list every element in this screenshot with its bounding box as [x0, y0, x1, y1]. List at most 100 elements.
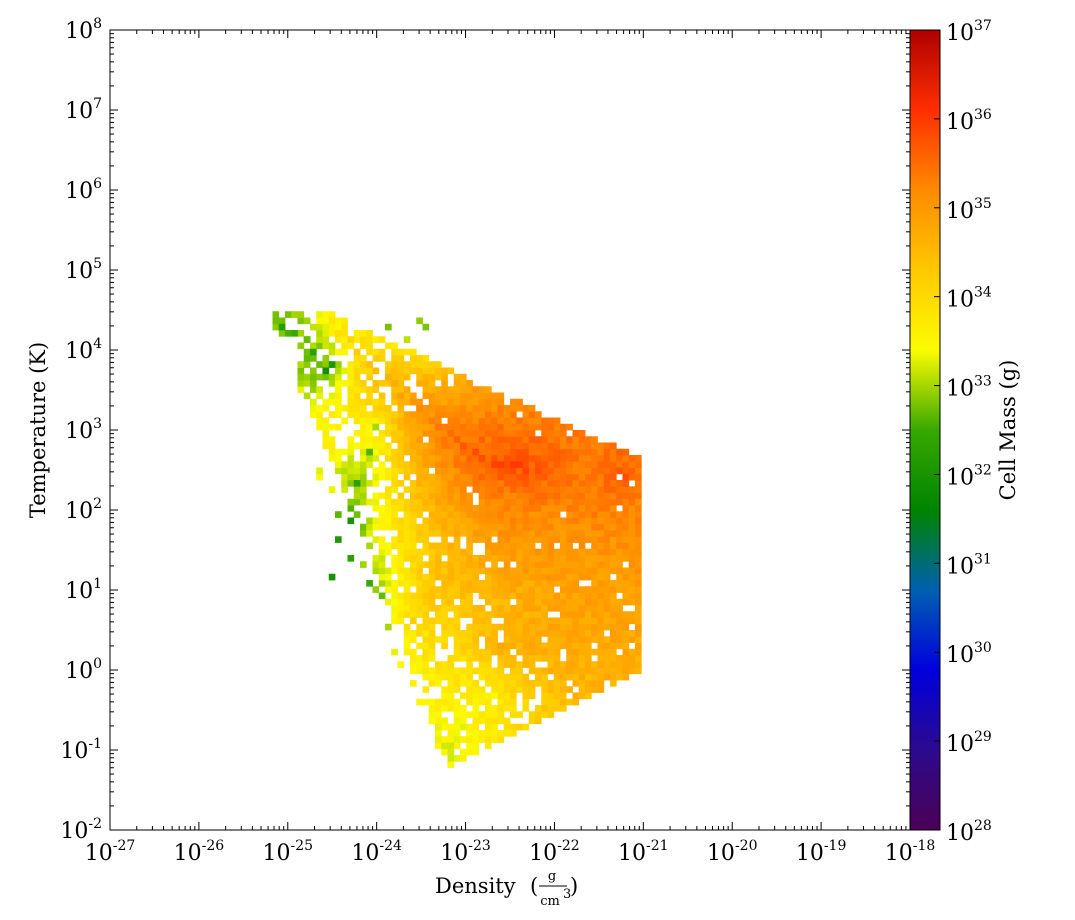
heatmap-cell	[428, 680, 436, 687]
heatmap-cell	[460, 717, 467, 725]
heatmap-cell	[328, 361, 336, 368]
heatmap-cell	[435, 405, 442, 412]
heatmap-cell	[572, 680, 580, 687]
heatmap-cell	[472, 530, 480, 537]
heatmap-cell	[597, 455, 605, 462]
heatmap-cell	[610, 598, 617, 606]
colorbar-label: Cell Mass (g)	[996, 360, 1020, 501]
heatmap-cell	[578, 536, 586, 543]
heatmap-cell	[572, 592, 580, 600]
heatmap-cell	[353, 398, 361, 406]
colorbar-tick-label: 1034	[946, 285, 992, 313]
heatmap-cell	[441, 642, 448, 650]
heatmap-cell	[616, 642, 623, 650]
heatmap-cell	[560, 692, 567, 700]
heatmap-cell	[560, 661, 567, 668]
heatmap-cell	[547, 467, 555, 475]
heatmap-cell	[322, 323, 330, 331]
heatmap-cell	[347, 386, 355, 393]
heatmap-cell	[591, 517, 598, 525]
heatmap-cell	[453, 667, 461, 675]
heatmap-cell	[316, 330, 323, 337]
heatmap-cell	[397, 461, 405, 468]
heatmap-cell	[491, 580, 498, 587]
heatmap-cell	[397, 392, 405, 400]
heatmap-cell	[553, 661, 561, 668]
heatmap-cell	[572, 598, 580, 606]
heatmap-cell	[622, 523, 630, 531]
heatmap-cell	[585, 598, 592, 606]
heatmap-cell	[416, 623, 423, 631]
heatmap-cell	[622, 580, 630, 587]
heatmap-cell	[472, 686, 480, 693]
heatmap-cell	[572, 480, 580, 487]
heatmap-cell	[416, 423, 423, 431]
heatmap-cell	[428, 417, 436, 425]
heatmap-cell	[541, 473, 548, 481]
heatmap-cell	[485, 736, 492, 743]
heatmap-cell	[597, 655, 605, 662]
heatmap-cell	[522, 573, 530, 581]
heatmap-cell	[610, 648, 617, 656]
heatmap-cell	[322, 442, 330, 450]
heatmap-cell	[460, 392, 467, 400]
heatmap-cell	[335, 405, 342, 412]
heatmap-cell	[372, 467, 380, 475]
heatmap-cell	[603, 542, 611, 550]
heatmap-cell	[347, 455, 355, 462]
heatmap-cell	[447, 567, 455, 575]
heatmap-cell	[497, 642, 505, 650]
heatmap-cell	[385, 361, 392, 368]
heatmap-cell	[460, 417, 467, 425]
heatmap-cell	[453, 498, 461, 506]
heatmap-cell	[335, 411, 342, 418]
heatmap-cell	[391, 567, 398, 575]
heatmap-cell	[591, 630, 598, 637]
heatmap-cell	[460, 398, 467, 406]
heatmap-cell	[497, 492, 505, 500]
heatmap-cell	[591, 623, 598, 631]
heatmap-cell	[535, 573, 542, 581]
heatmap-cell	[528, 461, 536, 468]
heatmap-cell	[397, 355, 405, 362]
heatmap-cell	[472, 555, 480, 562]
heatmap-cell	[360, 380, 367, 387]
heatmap-cell	[428, 667, 436, 675]
heatmap-cell	[535, 411, 542, 418]
heatmap-cell	[503, 505, 511, 512]
heatmap-cell	[466, 648, 473, 656]
heatmap-cell	[510, 430, 517, 437]
heatmap-cell	[347, 367, 355, 375]
heatmap-cell	[635, 648, 642, 656]
heatmap-cell	[572, 630, 580, 637]
heatmap-cell	[460, 673, 467, 681]
heatmap-cell	[428, 655, 436, 662]
heatmap-cell	[278, 323, 286, 331]
heatmap-cell	[316, 311, 323, 318]
heatmap-cell	[578, 430, 586, 437]
heatmap-cell	[366, 461, 373, 468]
heatmap-cell	[603, 517, 611, 525]
heatmap-cell	[453, 380, 461, 387]
heatmap-cell	[547, 430, 555, 437]
heatmap-cell	[447, 505, 455, 512]
heatmap-cell	[447, 455, 455, 462]
heatmap-cell	[503, 455, 511, 462]
heatmap-cell	[435, 498, 442, 506]
heatmap-cell	[603, 467, 611, 475]
heatmap-cell	[566, 448, 573, 456]
heatmap-cell	[516, 561, 523, 568]
heatmap-cell	[616, 636, 623, 643]
heatmap-cell	[572, 623, 580, 631]
heatmap-cell	[597, 605, 605, 612]
heatmap-cell	[591, 448, 598, 456]
heatmap-cell	[578, 523, 586, 531]
heatmap-cell	[366, 373, 373, 381]
heatmap-cell	[316, 361, 323, 368]
heatmap-cell	[578, 511, 586, 518]
heatmap-cell	[516, 498, 523, 506]
heatmap-cell	[397, 530, 405, 537]
heatmap-cell	[497, 398, 505, 406]
heatmap-cell	[616, 536, 623, 543]
heatmap-cell	[491, 605, 498, 612]
